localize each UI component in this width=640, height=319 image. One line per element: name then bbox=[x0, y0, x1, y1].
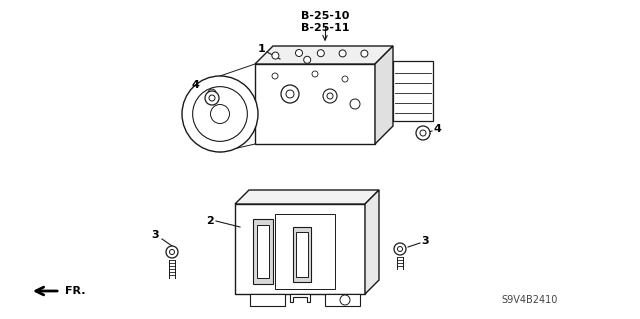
Circle shape bbox=[209, 95, 215, 101]
Polygon shape bbox=[296, 232, 308, 277]
Circle shape bbox=[312, 71, 318, 77]
Circle shape bbox=[208, 89, 216, 97]
Polygon shape bbox=[393, 61, 433, 121]
Circle shape bbox=[394, 243, 406, 255]
Circle shape bbox=[182, 76, 258, 152]
Text: 4: 4 bbox=[191, 80, 199, 90]
Circle shape bbox=[170, 249, 175, 255]
Circle shape bbox=[272, 52, 279, 59]
Circle shape bbox=[193, 87, 248, 141]
Text: 4: 4 bbox=[433, 124, 441, 134]
Polygon shape bbox=[255, 64, 375, 144]
Circle shape bbox=[304, 56, 310, 63]
Polygon shape bbox=[250, 294, 285, 306]
Polygon shape bbox=[235, 204, 365, 294]
Polygon shape bbox=[235, 190, 379, 204]
Text: S9V4B2410: S9V4B2410 bbox=[502, 295, 558, 305]
Polygon shape bbox=[325, 294, 360, 306]
Circle shape bbox=[340, 295, 350, 305]
Polygon shape bbox=[257, 225, 269, 278]
Circle shape bbox=[166, 246, 178, 258]
Polygon shape bbox=[365, 190, 379, 294]
Circle shape bbox=[339, 50, 346, 57]
Circle shape bbox=[342, 76, 348, 82]
Circle shape bbox=[296, 49, 303, 56]
Circle shape bbox=[420, 130, 426, 136]
Circle shape bbox=[327, 93, 333, 99]
Circle shape bbox=[281, 85, 299, 103]
Circle shape bbox=[211, 105, 230, 123]
Polygon shape bbox=[255, 46, 393, 64]
Polygon shape bbox=[253, 219, 273, 284]
Circle shape bbox=[416, 126, 430, 140]
Circle shape bbox=[317, 50, 324, 57]
Circle shape bbox=[272, 73, 278, 79]
Circle shape bbox=[205, 91, 219, 105]
Text: 2: 2 bbox=[206, 216, 214, 226]
Polygon shape bbox=[375, 46, 393, 144]
Text: FR.: FR. bbox=[65, 286, 86, 296]
Circle shape bbox=[323, 89, 337, 103]
Text: B-25-10
B-25-11: B-25-10 B-25-11 bbox=[301, 11, 349, 33]
Text: 3: 3 bbox=[421, 236, 429, 246]
Circle shape bbox=[350, 99, 360, 109]
Circle shape bbox=[286, 90, 294, 98]
Circle shape bbox=[397, 247, 403, 251]
Polygon shape bbox=[290, 294, 310, 302]
Polygon shape bbox=[293, 227, 311, 282]
Text: 1: 1 bbox=[258, 44, 266, 54]
Text: 3: 3 bbox=[151, 230, 159, 240]
Circle shape bbox=[361, 50, 368, 57]
